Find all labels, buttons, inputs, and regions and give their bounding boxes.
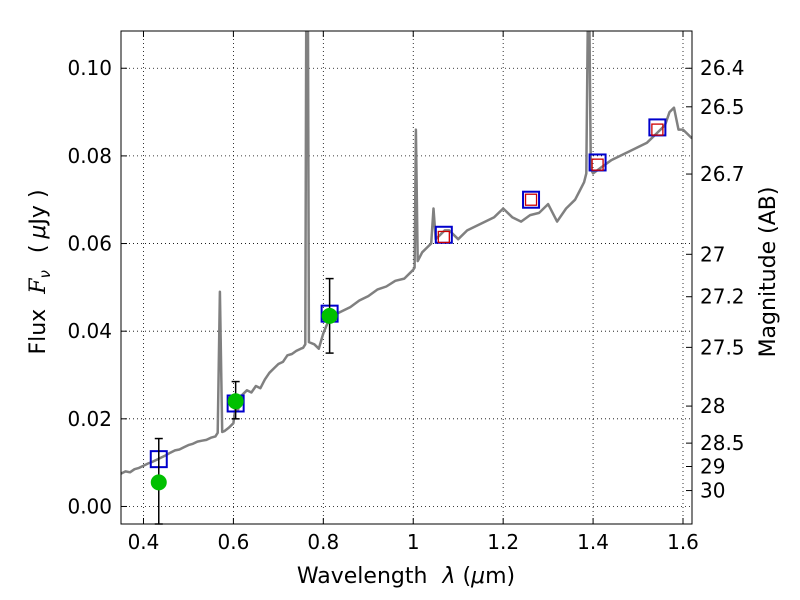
observed-square <box>651 123 664 136</box>
y-tick-label: 0.02 <box>67 407 112 431</box>
observed-point <box>150 474 167 491</box>
y2-tick-label: 27.2 <box>700 285 745 309</box>
y2-tick-label: 26.7 <box>700 162 745 186</box>
y-tick-label: 0.04 <box>67 319 112 343</box>
x-tick-label: 0.8 <box>307 530 339 554</box>
markers-layer <box>149 118 667 525</box>
x-tick-label: 1.4 <box>577 530 609 554</box>
y-tick-label: 0.10 <box>67 56 112 80</box>
observed-square <box>437 230 450 244</box>
y-axis-label: Flux Fν (μJy ) <box>26 189 56 354</box>
x-tick-label: 0.6 <box>217 530 249 554</box>
y2-tick-label: 26.5 <box>700 95 745 119</box>
x-tick-label: 0.4 <box>128 530 160 554</box>
axis-ticks <box>121 31 692 524</box>
y2-tick-label: 29 <box>700 455 725 479</box>
observed-square <box>591 158 604 171</box>
x-axis-label: Wavelength λ (μm) <box>297 564 515 589</box>
observed-square <box>524 193 538 206</box>
model-square <box>522 190 541 209</box>
observed-point <box>227 393 244 410</box>
x-tick-label: 1.2 <box>487 530 519 554</box>
y2-tick-label: 28 <box>700 394 725 418</box>
spectrum-line <box>121 31 692 475</box>
series-layer <box>121 31 692 475</box>
y2-tick-label: 27.5 <box>700 335 745 359</box>
y-tick-label: 0.06 <box>67 232 112 256</box>
y2-tick-label: 26.4 <box>700 56 745 80</box>
y2-tick-label: 28.5 <box>700 431 745 455</box>
x-tick-label: 1.6 <box>667 530 699 554</box>
x-tick-label: 1 <box>407 530 420 554</box>
observed-point <box>321 307 338 324</box>
axis-tick-labels: 0.4 0.6 0.8 1 1.2 1.4 1.6 0.00 0.02 0.04 0.06 0.08 0… <box>67 56 744 554</box>
y-tick-label: 0.00 <box>67 494 112 518</box>
y-tick-label: 0.08 <box>67 144 112 168</box>
y2-tick-label: 27 <box>700 242 725 266</box>
plot-frame <box>120 30 693 525</box>
y2-tick-label: 30 <box>700 479 725 503</box>
y2-axis-label: Magnitude (AB) <box>756 187 781 358</box>
